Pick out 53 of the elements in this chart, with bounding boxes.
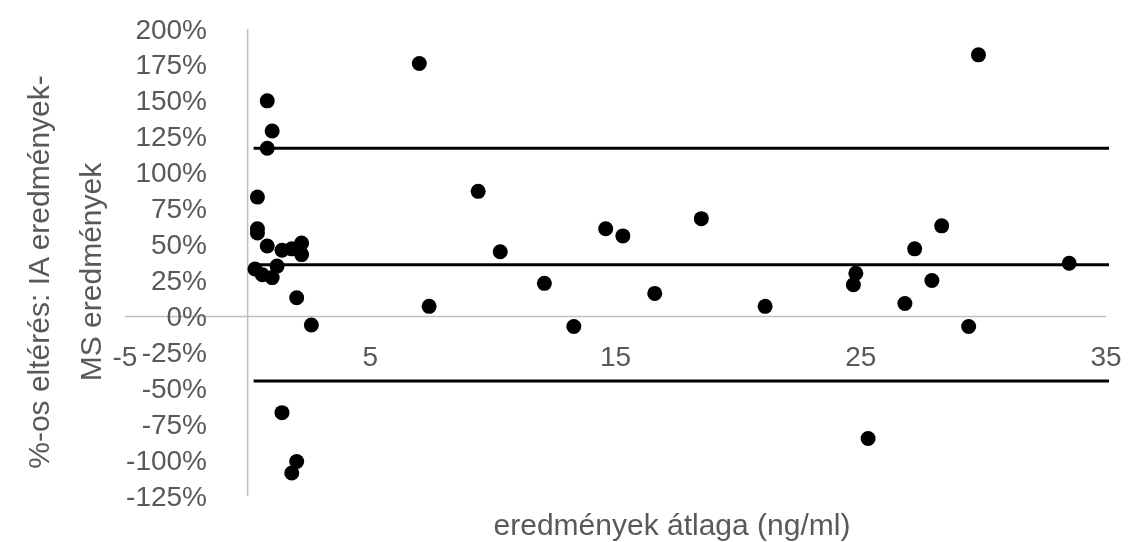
point	[411, 55, 427, 71]
y-tick-label: 50%	[150, 229, 207, 261]
x-tick-label: 35	[1090, 340, 1122, 372]
y-tick-label: -25%	[141, 336, 207, 368]
point	[294, 247, 310, 263]
point	[566, 318, 582, 334]
y-axis-title: %-os eltérés: IA eredmények- MS eredmények	[21, 75, 107, 469]
point	[907, 241, 923, 257]
point	[259, 238, 275, 254]
point	[934, 218, 950, 234]
y-tick-label: -50%	[141, 372, 207, 404]
x-tick-label: 25	[845, 340, 877, 372]
point	[970, 47, 986, 63]
x-axis-title: eredmények átlaga (ng/ml)	[493, 507, 851, 541]
y-tick-label: 125%	[135, 121, 207, 153]
point	[1061, 255, 1077, 271]
x-tick-label: 15	[599, 340, 632, 372]
y-tick-label: 0%	[166, 300, 207, 332]
point	[274, 405, 290, 421]
y-tick-label: 200%	[135, 13, 207, 45]
point	[647, 285, 663, 301]
point	[615, 228, 631, 244]
point	[860, 431, 876, 447]
point	[961, 318, 977, 334]
y-tick-label: 150%	[135, 85, 207, 117]
y-tick-label: -100%	[126, 444, 207, 476]
point	[289, 454, 305, 470]
point	[264, 123, 280, 139]
point	[303, 317, 319, 333]
y-tick-label: 25%	[150, 264, 207, 296]
point	[249, 189, 265, 205]
point	[845, 277, 861, 293]
point	[289, 290, 305, 306]
x-tick-label: -5	[112, 340, 138, 372]
point	[421, 298, 437, 314]
y-tick-label: 75%	[150, 193, 207, 225]
point	[264, 270, 280, 286]
y-tick-label: -75%	[141, 408, 207, 440]
point	[259, 93, 275, 109]
point	[757, 298, 773, 314]
point	[693, 211, 709, 227]
point	[924, 272, 940, 288]
point	[897, 295, 913, 311]
y-tick-label: 100%	[135, 157, 207, 189]
y-tick-label: -125%	[126, 480, 207, 512]
point	[284, 465, 300, 481]
point	[598, 221, 614, 237]
y-tick-label: 175%	[135, 49, 207, 81]
point	[470, 183, 486, 199]
point	[259, 140, 275, 156]
point	[536, 275, 552, 291]
point	[492, 244, 508, 260]
x-tick-label: 5	[362, 340, 379, 372]
